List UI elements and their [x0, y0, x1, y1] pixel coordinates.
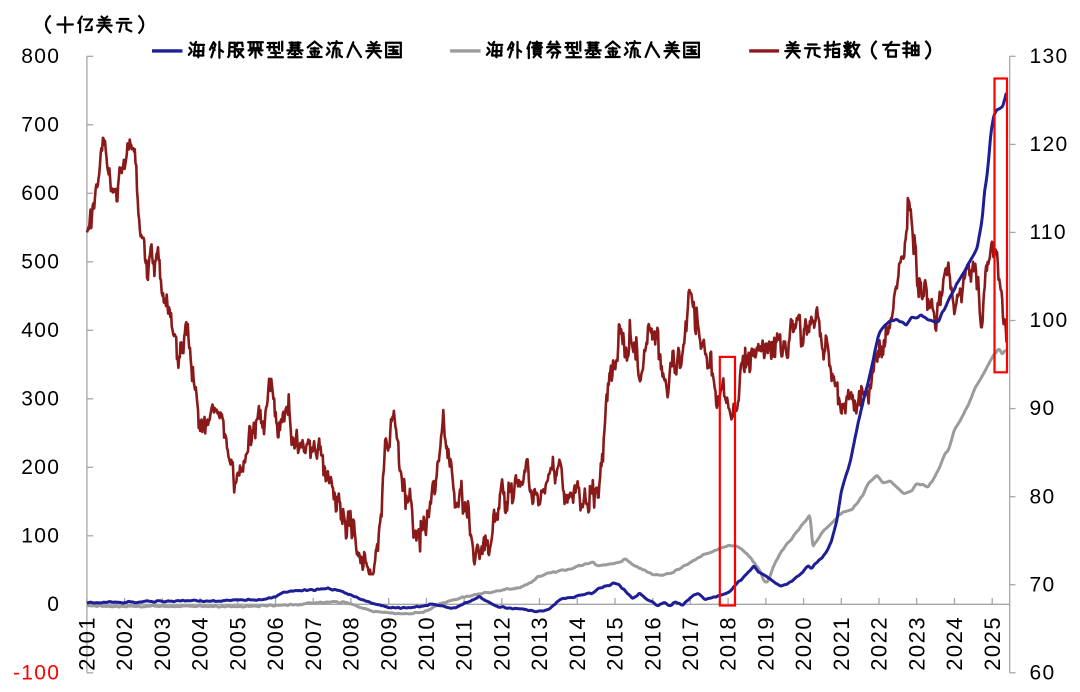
- svg-text:2006: 2006: [263, 616, 288, 671]
- svg-text:300: 300: [21, 387, 60, 410]
- svg-text:2014: 2014: [565, 616, 590, 671]
- svg-text:2025: 2025: [980, 616, 1005, 671]
- svg-text:500: 500: [21, 250, 60, 273]
- svg-text:2012: 2012: [489, 616, 514, 671]
- svg-text:100: 100: [21, 524, 60, 547]
- svg-text:100: 100: [1030, 309, 1069, 332]
- svg-text:2004: 2004: [188, 616, 213, 671]
- svg-text:800: 800: [21, 45, 60, 68]
- svg-text:90: 90: [1030, 397, 1056, 420]
- svg-text:2020: 2020: [791, 616, 816, 671]
- svg-text:2021: 2021: [829, 616, 854, 671]
- svg-text:2016: 2016: [640, 616, 665, 671]
- svg-text:0: 0: [47, 593, 60, 616]
- svg-text:2008: 2008: [339, 616, 364, 671]
- svg-text:110: 110: [1030, 221, 1067, 244]
- svg-text:60: 60: [1030, 661, 1056, 684]
- svg-text:200: 200: [21, 456, 60, 479]
- svg-text:600: 600: [21, 182, 60, 205]
- svg-text:2011: 2011: [452, 617, 477, 670]
- svg-text:2017: 2017: [678, 616, 703, 671]
- svg-text:2019: 2019: [754, 616, 779, 671]
- svg-text:700: 700: [21, 113, 60, 136]
- svg-text:2023: 2023: [904, 616, 929, 671]
- svg-text:2002: 2002: [112, 616, 137, 671]
- svg-text:70: 70: [1030, 573, 1056, 596]
- svg-text:120: 120: [1030, 133, 1069, 156]
- svg-text:2010: 2010: [414, 616, 439, 671]
- svg-text:2024: 2024: [942, 616, 967, 671]
- svg-text:2018: 2018: [716, 616, 741, 671]
- svg-text:80: 80: [1030, 485, 1056, 508]
- svg-text:2001: 2001: [75, 616, 100, 671]
- svg-text:2005: 2005: [225, 616, 250, 671]
- svg-text:400: 400: [21, 319, 60, 342]
- svg-text:-100: -100: [13, 661, 60, 684]
- svg-text:2007: 2007: [301, 616, 326, 671]
- svg-text:2009: 2009: [376, 616, 401, 671]
- svg-text:2013: 2013: [527, 616, 552, 671]
- svg-text:2003: 2003: [150, 616, 175, 671]
- svg-text:2022: 2022: [867, 616, 892, 671]
- svg-text:130: 130: [1030, 45, 1069, 68]
- svg-text:2015: 2015: [603, 616, 628, 671]
